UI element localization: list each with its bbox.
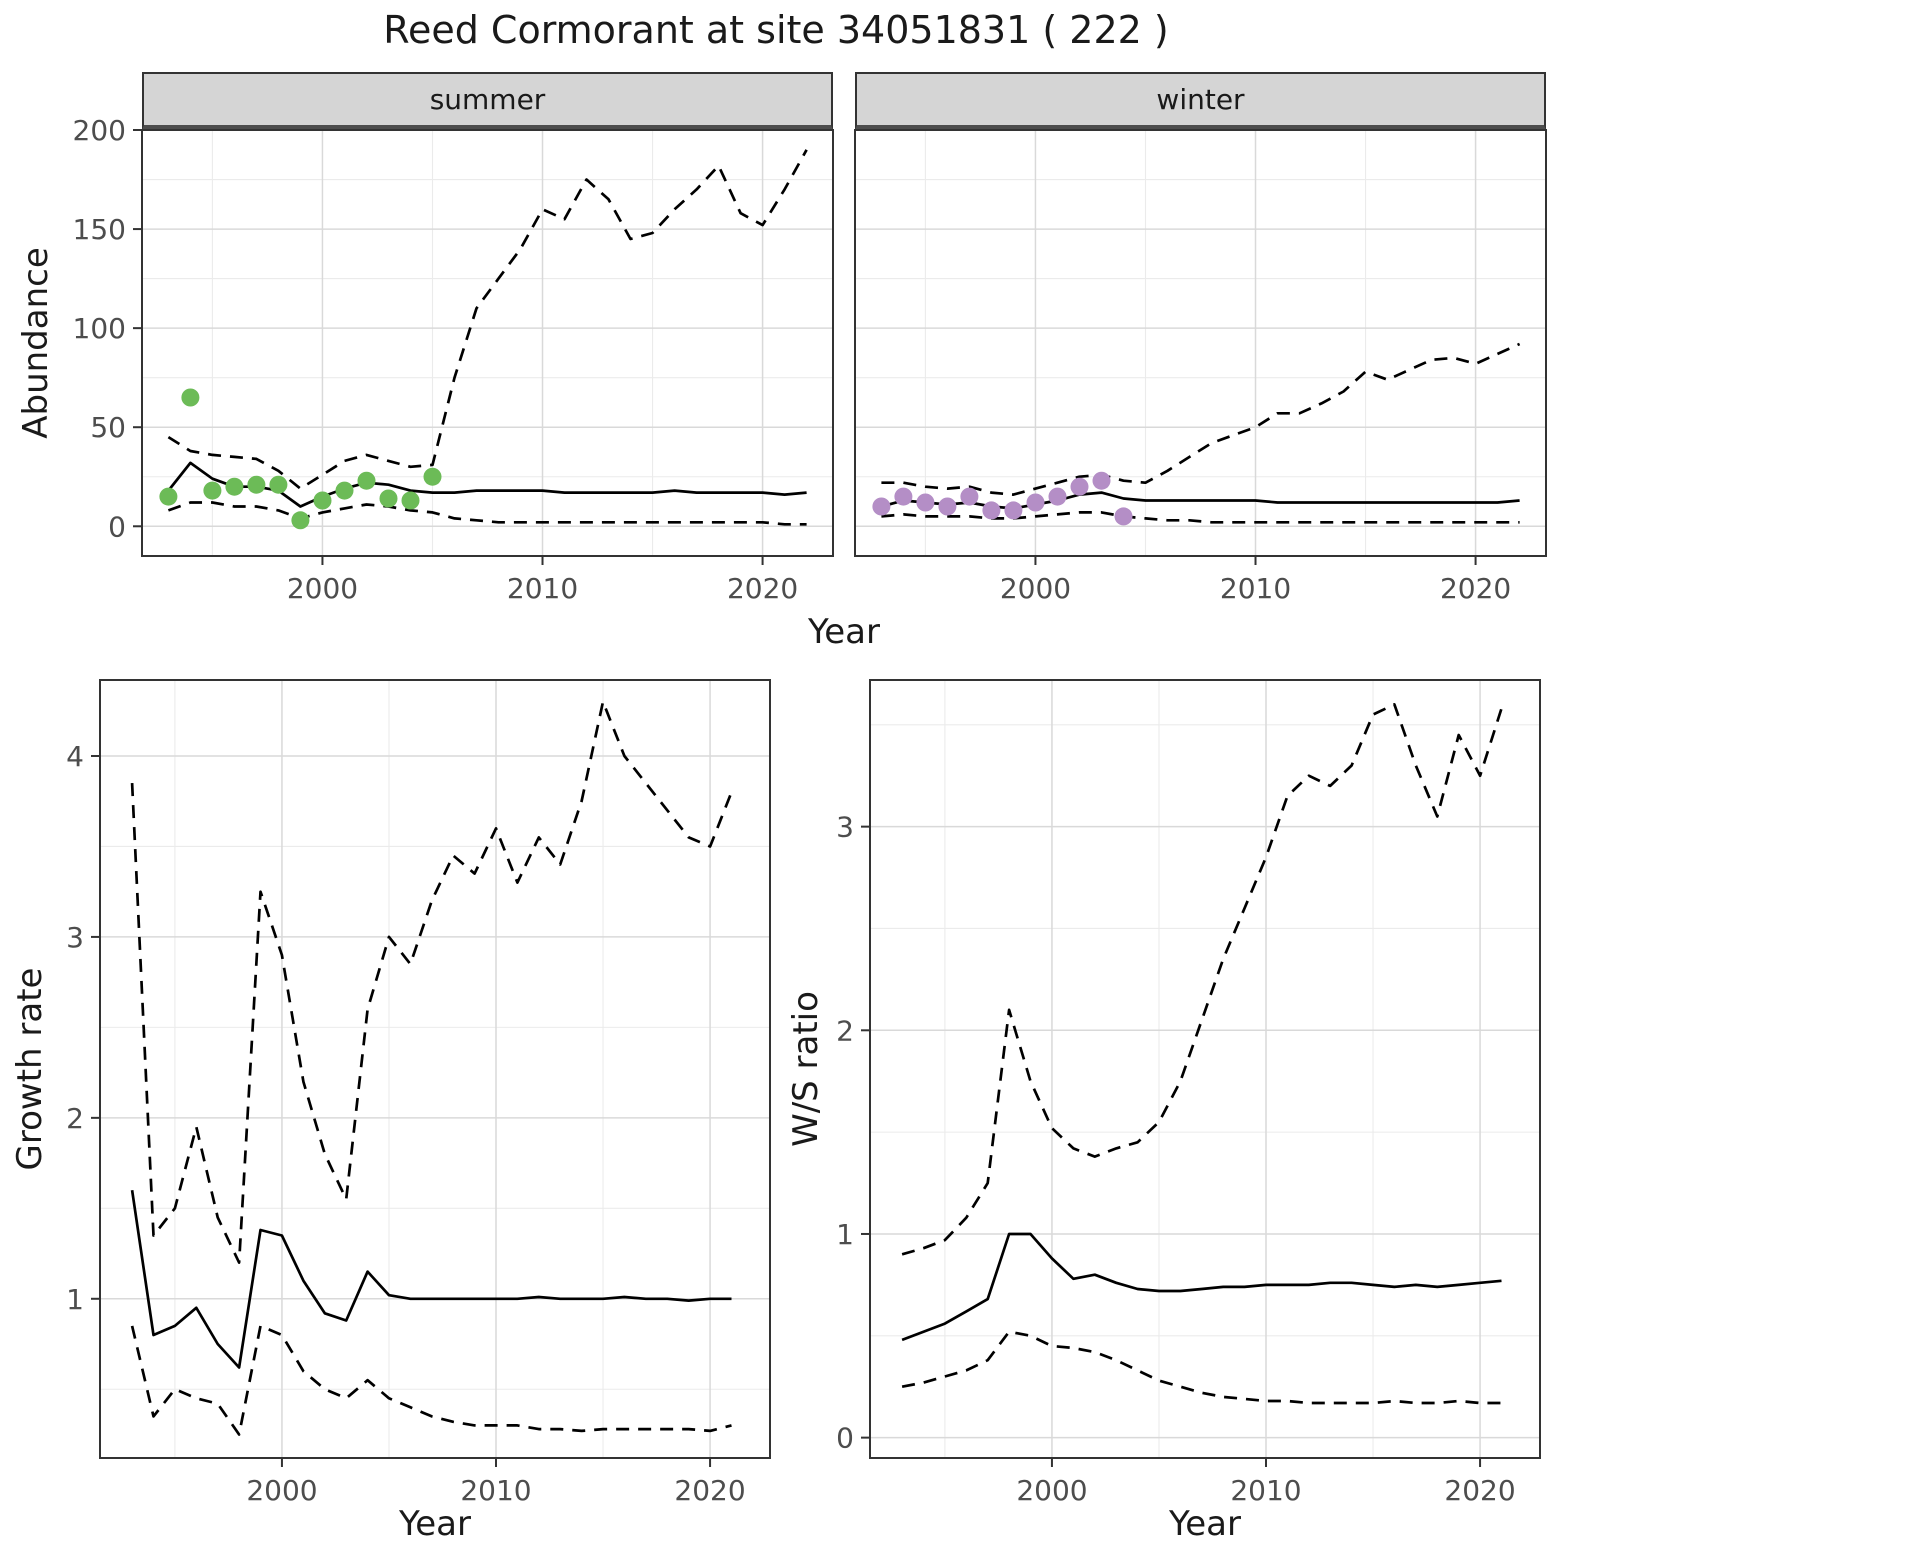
svg-text:200: 200: [73, 114, 126, 147]
y-axis-title-ws-ratio: W/S ratio: [786, 991, 826, 1147]
y-axis-title-growth-rate: Growth rate: [10, 967, 50, 1171]
svg-text:2020: 2020: [1440, 572, 1511, 605]
svg-text:100: 100: [73, 312, 126, 345]
svg-text:2: 2: [66, 1102, 84, 1135]
facet-strip-winter: winter: [855, 72, 1546, 130]
svg-text:2010: 2010: [460, 1474, 531, 1507]
svg-text:2010: 2010: [1230, 1474, 1301, 1507]
facet-strip-summer-label: summer: [429, 83, 546, 116]
facet-strip-winter-label: winter: [1156, 83, 1245, 116]
svg-text:2: 2: [836, 1014, 854, 1047]
svg-text:2020: 2020: [1444, 1474, 1515, 1507]
svg-text:50: 50: [90, 411, 126, 444]
svg-text:3: 3: [836, 811, 854, 844]
svg-text:0: 0: [108, 510, 126, 543]
x-axis-title-year-bottom-right: Year: [1169, 1504, 1241, 1544]
svg-text:2010: 2010: [507, 572, 578, 605]
y-axis-title-abundance: Abundance: [16, 247, 56, 439]
x-axis-title-year-top: Year: [808, 612, 880, 652]
x-axis-title-year-bottom-left: Year: [399, 1504, 471, 1544]
svg-text:3: 3: [66, 921, 84, 954]
svg-text:2000: 2000: [287, 572, 358, 605]
svg-text:2000: 2000: [1016, 1474, 1087, 1507]
svg-text:1: 1: [836, 1218, 854, 1251]
svg-text:150: 150: [73, 213, 126, 246]
svg-text:2020: 2020: [674, 1474, 745, 1507]
svg-text:2000: 2000: [246, 1474, 317, 1507]
svg-text:2010: 2010: [1220, 572, 1291, 605]
svg-text:0: 0: [836, 1422, 854, 1455]
svg-text:2020: 2020: [727, 572, 798, 605]
svg-text:2000: 2000: [1000, 572, 1071, 605]
svg-text:4: 4: [66, 740, 84, 773]
svg-text:1: 1: [66, 1283, 84, 1316]
chart-title: Reed Cormorant at site 34051831 ( 222 ): [383, 8, 1169, 52]
facet-strip-summer: summer: [142, 72, 833, 130]
